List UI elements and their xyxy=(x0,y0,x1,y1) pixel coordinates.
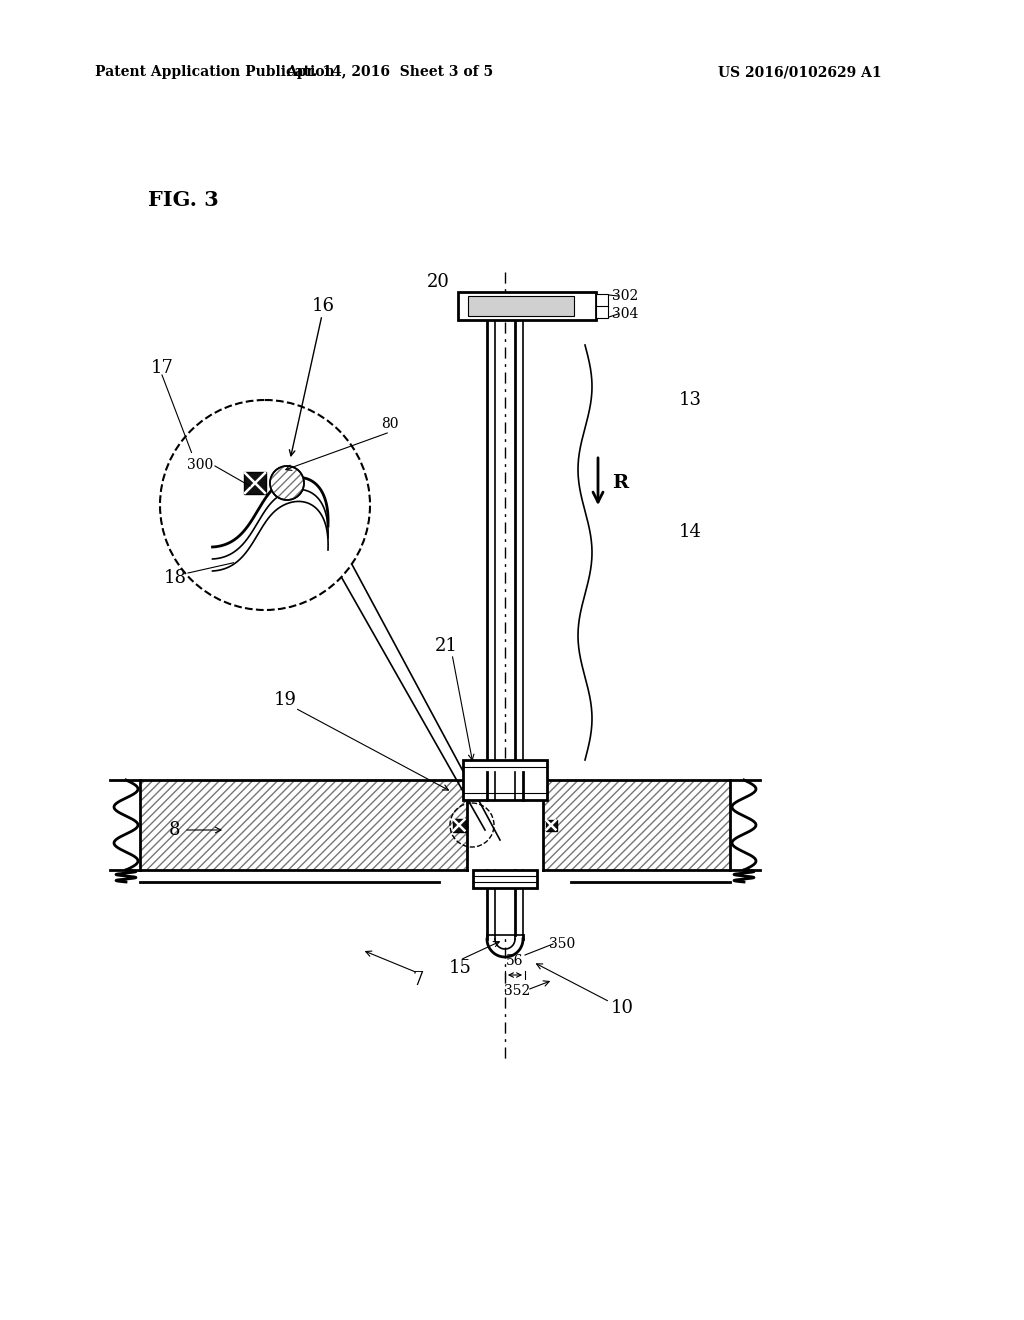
Text: 21: 21 xyxy=(434,638,458,655)
Text: Patent Application Publication: Patent Application Publication xyxy=(95,65,335,79)
Polygon shape xyxy=(244,473,266,494)
Text: 350: 350 xyxy=(549,937,575,950)
Text: 19: 19 xyxy=(273,690,297,709)
Polygon shape xyxy=(487,870,523,935)
Text: 20: 20 xyxy=(427,273,450,290)
Text: 15: 15 xyxy=(449,960,471,977)
Text: 13: 13 xyxy=(679,391,701,409)
Text: R: R xyxy=(612,474,628,492)
Text: 302: 302 xyxy=(612,289,638,304)
Text: 80: 80 xyxy=(381,417,398,432)
Text: 304: 304 xyxy=(611,308,638,321)
Text: 17: 17 xyxy=(151,359,173,378)
Text: Apr. 14, 2016  Sheet 3 of 5: Apr. 14, 2016 Sheet 3 of 5 xyxy=(287,65,494,79)
Polygon shape xyxy=(543,780,730,870)
Text: 10: 10 xyxy=(610,999,634,1016)
Polygon shape xyxy=(467,780,543,870)
Text: 8: 8 xyxy=(169,821,181,840)
Polygon shape xyxy=(458,292,596,319)
Text: US 2016/0102629 A1: US 2016/0102629 A1 xyxy=(718,65,882,79)
Polygon shape xyxy=(468,296,574,315)
Polygon shape xyxy=(473,870,537,888)
Polygon shape xyxy=(453,818,466,832)
Polygon shape xyxy=(140,780,467,870)
Polygon shape xyxy=(463,760,547,800)
Text: 352: 352 xyxy=(504,983,530,998)
Circle shape xyxy=(270,466,304,500)
Text: FIG. 3: FIG. 3 xyxy=(148,190,219,210)
Circle shape xyxy=(160,400,370,610)
Text: 300: 300 xyxy=(186,458,213,473)
Polygon shape xyxy=(596,294,608,318)
Text: 16: 16 xyxy=(311,297,335,315)
Text: 56: 56 xyxy=(506,954,523,968)
Text: 14: 14 xyxy=(679,523,701,541)
Polygon shape xyxy=(546,820,556,830)
Text: 7: 7 xyxy=(413,972,424,989)
Text: 18: 18 xyxy=(164,569,186,587)
